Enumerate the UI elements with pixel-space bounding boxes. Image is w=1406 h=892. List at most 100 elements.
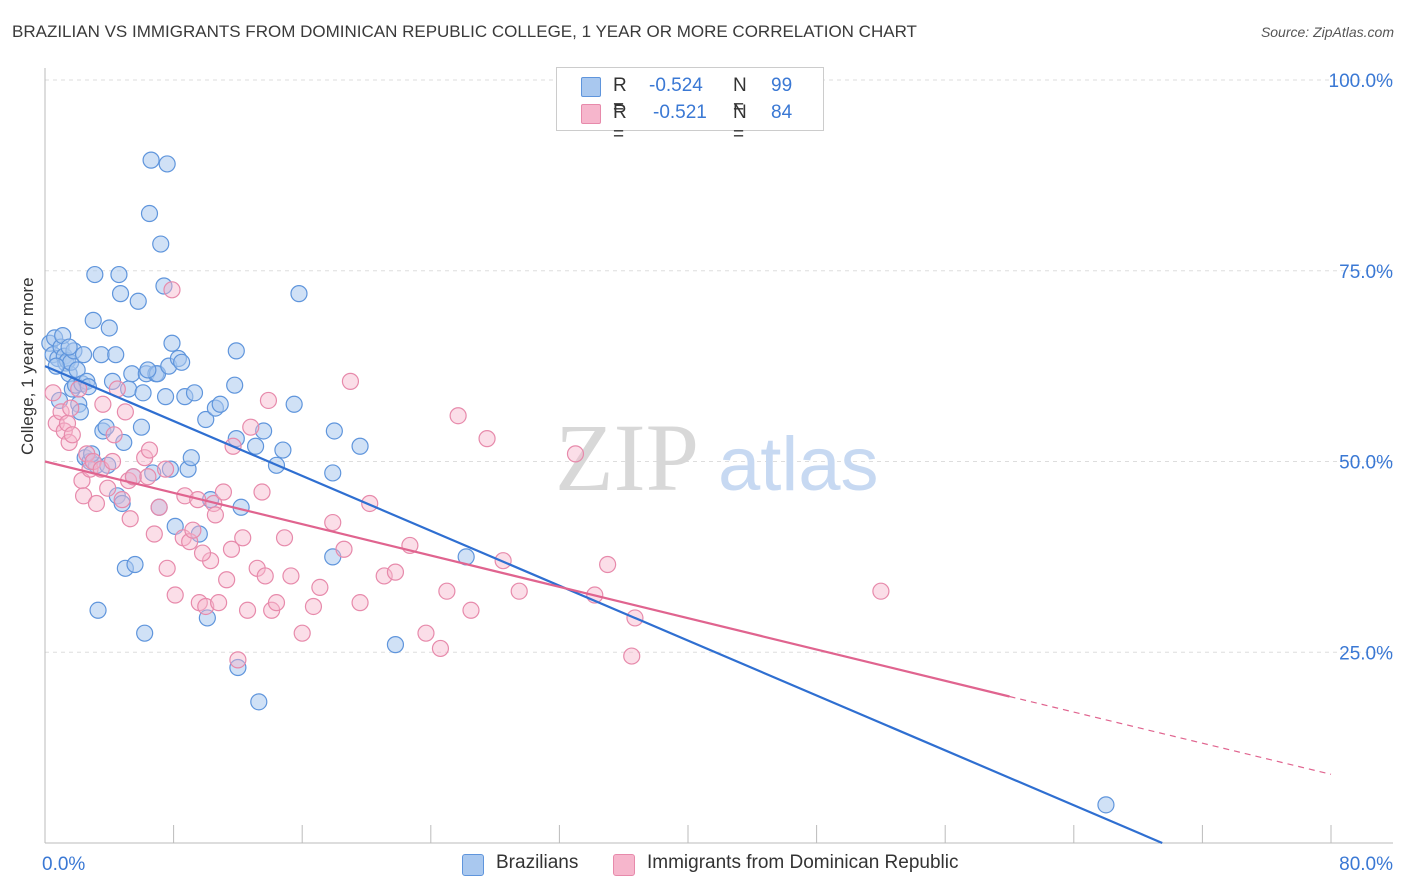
data-point-brazilians <box>156 388 175 406</box>
data-point-dominican <box>238 601 257 619</box>
data-point-dominican <box>417 624 435 642</box>
data-point-dominican <box>124 468 143 486</box>
data-point-brazilians <box>325 422 343 440</box>
data-point-dominican <box>113 491 131 509</box>
data-point-dominican <box>214 483 233 501</box>
data-point-dominican <box>267 594 286 612</box>
data-point-brazilians <box>285 395 303 413</box>
grid-lines <box>45 79 1393 653</box>
data-point-dominican <box>282 567 300 585</box>
legend-swatch-pink <box>581 104 601 124</box>
data-point-dominican <box>386 563 405 581</box>
data-point-dominican <box>94 395 112 413</box>
data-point-brazilians <box>274 441 292 459</box>
data-point-brazilians <box>163 334 181 352</box>
data-point-brazilians <box>290 285 308 303</box>
data-point-brazilians <box>185 384 204 402</box>
data-point-dominican <box>197 597 215 616</box>
data-point-brazilians <box>123 365 141 383</box>
data-point-dominican <box>116 403 134 421</box>
trend-line-brazilians <box>44 365 1163 845</box>
data-point-dominican <box>242 418 260 436</box>
data-point-brazilians <box>84 311 102 329</box>
data-point-brazilians <box>107 346 125 364</box>
y-tick-label: 50.0% <box>1339 453 1393 474</box>
data-point-brazilians <box>386 636 405 654</box>
data-point-brazilians <box>111 285 130 303</box>
bottom-legend-label: Brazilians <box>496 852 579 873</box>
data-point-brazilians <box>140 204 159 223</box>
data-point-dominican <box>193 544 212 562</box>
data-point-dominican <box>156 460 175 478</box>
y-tick-label: 25.0% <box>1339 643 1393 664</box>
data-point-dominican <box>229 651 247 669</box>
data-point-brazilians <box>92 346 110 364</box>
data-point-dominican <box>184 521 202 539</box>
data-point-dominican <box>872 582 890 600</box>
data-point-dominican <box>105 426 123 444</box>
data-point-dominican <box>293 624 311 642</box>
source-label: Source: ZipAtlas.com <box>1260 24 1394 40</box>
data-point-brazilians <box>142 151 160 169</box>
data-point-dominican <box>375 567 393 585</box>
data-point-brazilians <box>161 460 179 478</box>
data-point-dominican <box>462 601 480 619</box>
watermark-zip: ZIP <box>555 404 699 511</box>
data-point-dominican <box>311 578 329 596</box>
data-point-dominican <box>253 483 271 501</box>
data-point-dominican <box>623 647 641 665</box>
data-point-dominican <box>478 430 496 448</box>
data-point-dominican <box>351 594 369 612</box>
data-point-dominican <box>62 399 80 417</box>
data-point-brazilians <box>136 624 154 642</box>
data-point-dominican <box>163 281 181 299</box>
bottom-legend-label: Immigrants from Dominican Republic <box>647 852 959 873</box>
data-point-dominican <box>449 407 467 425</box>
data-point-brazilians <box>129 292 147 310</box>
legend-r-value: -0.524 <box>649 75 703 96</box>
trend-lines <box>44 365 1332 845</box>
data-point-brazilians <box>71 403 89 421</box>
data-point-brazilians <box>152 235 170 253</box>
legend-n-value: 99 <box>771 75 793 96</box>
data-point-dominican <box>259 391 278 410</box>
data-point-dominican <box>87 494 106 513</box>
data-point-dominican <box>145 525 163 543</box>
legend-r-label: R = <box>613 102 627 145</box>
data-point-brazilians <box>155 277 173 295</box>
x-tick-label: 0.0% <box>42 854 85 875</box>
data-point-brazilians <box>197 410 215 429</box>
data-point-brazilians <box>351 437 369 455</box>
data-point-brazilians <box>158 155 176 173</box>
y-tick-label: 100.0% <box>1329 71 1394 92</box>
data-point-dominican <box>335 540 353 558</box>
legend-n-label: N = <box>733 102 747 145</box>
data-point-brazilians <box>139 361 157 379</box>
bottom-legend-swatch-blue <box>462 854 484 876</box>
data-point-brazilians <box>226 376 244 394</box>
data-point-dominican <box>99 479 117 497</box>
data-point-brazilians <box>110 265 128 284</box>
data-point-brazilians <box>250 693 268 711</box>
data-point-brazilians <box>324 464 342 482</box>
data-point-brazilians <box>211 395 229 413</box>
data-point-brazilians <box>132 418 151 436</box>
watermark-atlas: atlas <box>718 422 879 507</box>
data-point-brazilians <box>1097 796 1115 814</box>
data-point-brazilians <box>173 353 191 371</box>
data-point-dominican <box>158 559 176 577</box>
data-point-dominican <box>431 639 450 658</box>
legend-n-value: 84 <box>771 102 793 123</box>
trend-line-dominican-extension <box>1009 695 1332 775</box>
data-point-dominican <box>275 529 294 547</box>
axes <box>44 68 1393 844</box>
data-point-dominican <box>566 445 585 463</box>
data-point-brazilians <box>246 437 265 455</box>
data-point-dominican <box>510 582 528 600</box>
chart-title: BRAZILIAN VS IMMIGRANTS FROM DOMINICAN R… <box>12 22 917 41</box>
y-tick-label: 75.0% <box>1339 262 1393 283</box>
series-brazilians-points <box>41 151 1115 814</box>
legend-swatch-blue <box>581 77 601 97</box>
data-point-brazilians <box>134 384 152 402</box>
data-point-dominican <box>324 513 342 532</box>
